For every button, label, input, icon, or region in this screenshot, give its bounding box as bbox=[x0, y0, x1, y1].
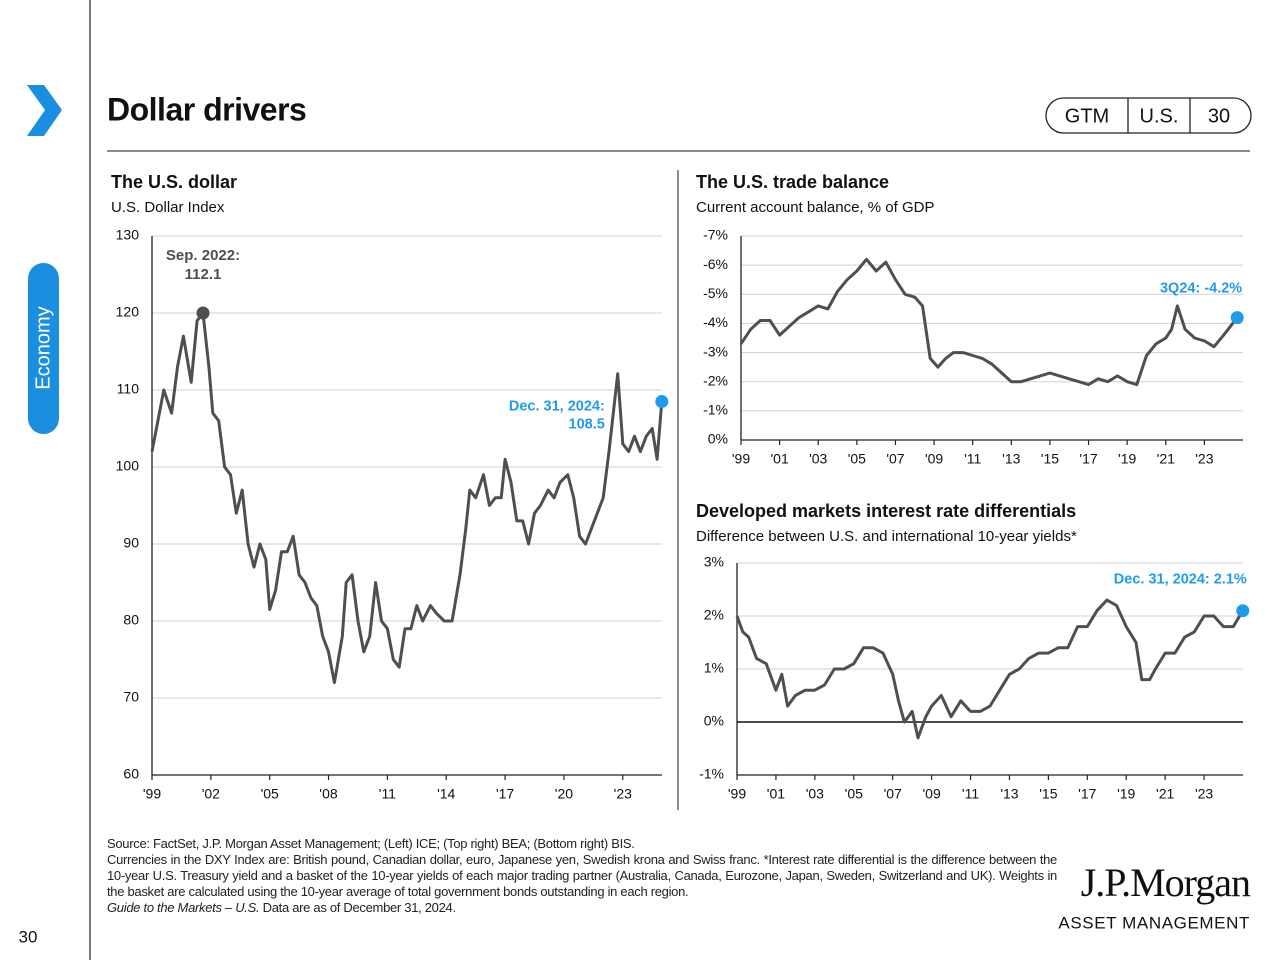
y-tick-label: -1% bbox=[703, 402, 728, 418]
y-tick-label: -4% bbox=[703, 314, 728, 330]
chart-subtitle: U.S. Dollar Index bbox=[111, 199, 225, 216]
x-tick-label: '17 bbox=[496, 786, 514, 802]
x-tick-label: '99 bbox=[728, 786, 746, 802]
y-tick-label: -7% bbox=[703, 227, 728, 243]
chart-title: The U.S. dollar bbox=[111, 172, 237, 192]
x-tick-label: '01 bbox=[767, 786, 785, 802]
y-tick-label: 2% bbox=[704, 607, 724, 623]
x-tick-label: '17 bbox=[1079, 451, 1097, 467]
y-tick-label: 70 bbox=[123, 689, 139, 705]
x-tick-label: '05 bbox=[845, 786, 863, 802]
y-tick-label: 0% bbox=[708, 431, 728, 447]
badge bbox=[1045, 97, 1252, 134]
end-marker bbox=[1236, 604, 1250, 618]
y-tick-label: 80 bbox=[123, 612, 139, 628]
chart-subtitle: Difference between U.S. and internationa… bbox=[696, 528, 1077, 545]
x-tick-label: '17 bbox=[1078, 786, 1096, 802]
y-tick-label: -5% bbox=[703, 285, 728, 301]
footer: Source: FactSet, J.P. Morgan Asset Manag… bbox=[107, 836, 1057, 916]
x-tick-label: '99 bbox=[143, 786, 161, 802]
x-tick-label: '11 bbox=[962, 786, 979, 802]
peak-marker bbox=[196, 306, 210, 320]
x-tick-label: '19 bbox=[1118, 451, 1136, 467]
chart-title: Developed markets interest rate differen… bbox=[696, 501, 1076, 521]
x-tick-label: '08 bbox=[319, 786, 337, 802]
x-tick-label: '15 bbox=[1041, 451, 1059, 467]
section-label: Economy bbox=[32, 306, 54, 389]
y-tick-label: 60 bbox=[123, 766, 139, 782]
x-tick-label: '09 bbox=[925, 451, 943, 467]
y-tick-label: 0% bbox=[704, 713, 724, 729]
y-tick-label: -6% bbox=[703, 256, 728, 272]
x-tick-label: '07 bbox=[886, 451, 904, 467]
y-tick-label: -2% bbox=[703, 372, 728, 388]
peak-label: Sep. 2022: bbox=[166, 247, 240, 264]
x-tick-label: '03 bbox=[809, 451, 827, 467]
x-tick-label: '19 bbox=[1117, 786, 1135, 802]
x-tick-label: '99 bbox=[732, 451, 750, 467]
badge-text: U.S. bbox=[1140, 105, 1179, 127]
chart-subtitle: Current account balance, % of GDP bbox=[696, 199, 934, 216]
peak-label: 112.1 bbox=[185, 266, 222, 283]
end-label: Dec. 31, 2024: 2.1% bbox=[1114, 572, 1247, 588]
as-of-date: Data are as of December 31, 2024. bbox=[262, 900, 456, 915]
x-tick-label: '23 bbox=[1195, 451, 1213, 467]
end-label: Dec. 31, 2024: bbox=[509, 398, 605, 414]
x-tick-label: '14 bbox=[437, 786, 455, 802]
x-tick-label: '05 bbox=[848, 451, 866, 467]
data-line bbox=[735, 598, 1245, 740]
end-label: 3Q24: -4.2% bbox=[1160, 280, 1242, 296]
y-tick-label: -1% bbox=[699, 766, 724, 782]
x-tick-label: '13 bbox=[1002, 451, 1020, 467]
x-tick-label: '23 bbox=[1195, 786, 1213, 802]
x-tick-label: '02 bbox=[202, 786, 220, 802]
page-number: 30 bbox=[19, 927, 38, 946]
data-line bbox=[739, 257, 1239, 387]
chart-title: The U.S. trade balance bbox=[696, 172, 889, 192]
source: Source: FactSet, J.P. Morgan Asset Manag… bbox=[107, 836, 635, 851]
section-pill bbox=[28, 263, 59, 434]
data-line bbox=[150, 311, 664, 685]
y-tick-label: 110 bbox=[117, 381, 140, 397]
x-tick-label: '07 bbox=[884, 786, 902, 802]
x-tick-label: '13 bbox=[1000, 786, 1018, 802]
x-tick-label: '15 bbox=[1039, 786, 1057, 802]
x-tick-label: '21 bbox=[1157, 451, 1175, 467]
y-tick-label: 3% bbox=[704, 554, 724, 570]
x-tick-label: '03 bbox=[806, 786, 824, 802]
slide-title: Dollar drivers bbox=[107, 91, 306, 127]
end-label: 108.5 bbox=[569, 416, 605, 432]
guide: Guide to the Markets – U.S. bbox=[107, 900, 260, 915]
x-tick-label: '23 bbox=[614, 786, 632, 802]
y-tick-label: 120 bbox=[116, 304, 140, 320]
x-tick-label: '05 bbox=[261, 786, 279, 802]
badge-text: 30 bbox=[1208, 105, 1230, 127]
x-tick-label: '11 bbox=[964, 451, 981, 467]
end-marker bbox=[655, 395, 669, 409]
x-tick-label: '21 bbox=[1156, 786, 1174, 802]
y-tick-label: 130 bbox=[116, 227, 140, 243]
badge-text: GTM bbox=[1065, 105, 1109, 127]
x-tick-label: '20 bbox=[555, 786, 573, 802]
logo-name: J.P.Morgan bbox=[1081, 860, 1251, 905]
y-tick-label: 1% bbox=[704, 660, 724, 676]
logo-sub: ASSET MANAGEMENT bbox=[1058, 913, 1250, 932]
x-tick-label: '11 bbox=[379, 786, 396, 802]
note: Currencies in the DXY Index are: British… bbox=[107, 852, 1057, 899]
end-marker bbox=[1230, 311, 1244, 325]
x-tick-label: '09 bbox=[922, 786, 940, 802]
chevron bbox=[27, 85, 62, 136]
y-tick-label: 90 bbox=[123, 535, 139, 551]
x-tick-label: '01 bbox=[770, 451, 788, 467]
y-tick-label: 100 bbox=[116, 458, 140, 474]
as-of: Guide to the Markets – U.S. Data are as … bbox=[107, 900, 1057, 916]
y-tick-label: -3% bbox=[703, 343, 728, 359]
